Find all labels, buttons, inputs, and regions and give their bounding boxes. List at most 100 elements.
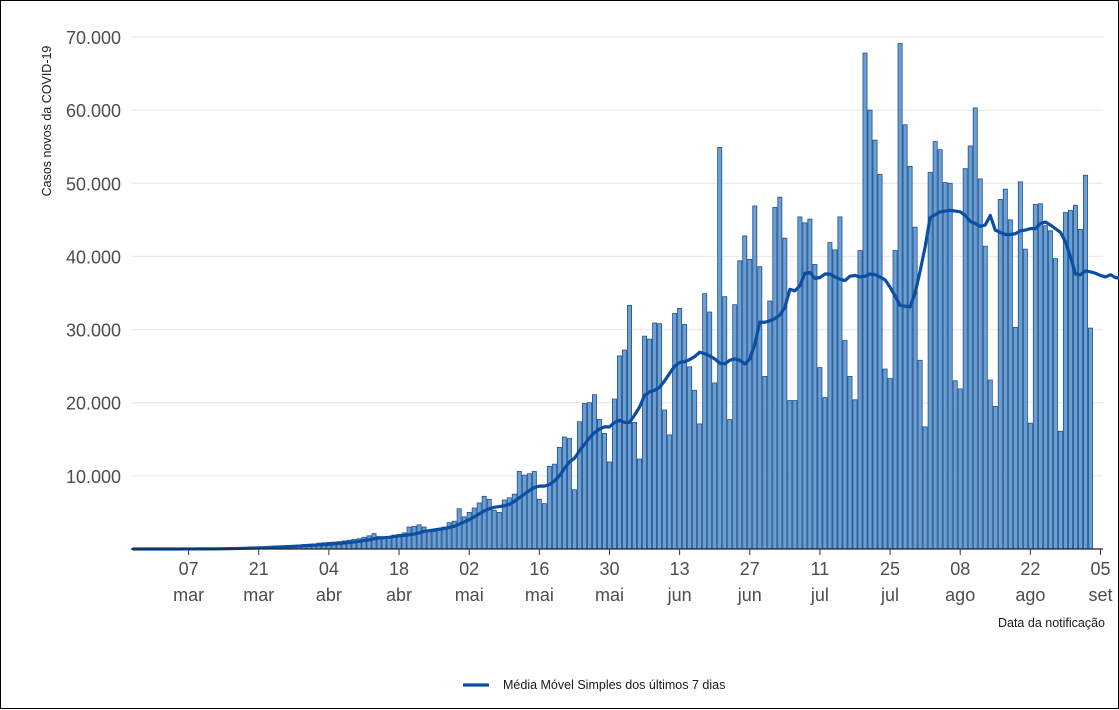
y-axis-ticks: 10.000 20.000 30.000 40.000 50.000 60.000 70.0…	[66, 28, 121, 487]
bar	[747, 258, 753, 550]
bar	[1022, 248, 1028, 550]
bar	[957, 388, 963, 550]
y-tick-label: 20.000	[66, 394, 121, 414]
bar	[697, 423, 703, 550]
bar	[867, 109, 873, 550]
x-tick-month: jul	[810, 585, 829, 605]
bar	[1027, 422, 1033, 550]
bar	[917, 359, 923, 550]
bar	[922, 426, 928, 550]
bar	[792, 400, 798, 550]
y-tick-label: 10.000	[66, 467, 121, 487]
x-tick-month: jun	[737, 585, 762, 605]
bar	[847, 375, 853, 550]
bar	[962, 168, 968, 550]
x-tick-day: 16	[529, 559, 549, 579]
bar	[602, 433, 607, 550]
bar	[1057, 430, 1063, 550]
bar	[817, 367, 823, 550]
bar	[586, 402, 592, 550]
bar	[561, 436, 567, 550]
x-tick-month: abr	[386, 585, 412, 605]
bar	[597, 419, 602, 550]
bar	[381, 537, 387, 550]
bar	[1037, 203, 1043, 550]
bar	[862, 52, 868, 550]
x-tick-month: jun	[667, 585, 692, 605]
x-axis-ticks: 07 mar 21 mar 04 abr 18 abr 02 mai 16 mai 30 mai 13 jun…	[173, 549, 1113, 605]
bar	[657, 323, 663, 550]
bar	[632, 422, 637, 550]
bar	[1083, 174, 1088, 550]
x-tick-month: jul	[880, 585, 899, 605]
bar	[707, 311, 713, 550]
x-tick-day: 22	[1020, 559, 1040, 579]
bar	[687, 366, 693, 550]
bar	[411, 525, 417, 550]
y-tick-label: 70.000	[66, 28, 121, 48]
x-tick-day: 30	[599, 559, 619, 579]
bar	[912, 226, 918, 550]
bar	[581, 403, 587, 550]
x-tick-day: 13	[670, 559, 690, 579]
moving-average-line	[131, 208, 1119, 551]
bar	[1088, 327, 1093, 550]
bar	[481, 495, 487, 550]
x-tick-day: 11	[811, 559, 830, 579]
x-tick-month: ago	[945, 585, 975, 605]
y-tick-label: 60.000	[66, 101, 121, 121]
y-tick-label: 40.000	[66, 247, 121, 267]
bar	[857, 250, 863, 550]
bar	[942, 182, 948, 550]
bar	[406, 526, 412, 550]
bar	[647, 338, 653, 550]
bar	[987, 379, 993, 550]
bar	[1052, 258, 1058, 550]
bar	[431, 531, 437, 550]
bar	[476, 502, 482, 550]
bar	[832, 249, 838, 550]
x-tick-day: 07	[179, 559, 199, 579]
bar	[682, 324, 688, 550]
bar	[717, 147, 723, 550]
y-tick-label: 50.000	[66, 174, 121, 194]
bar	[812, 264, 818, 550]
bar	[1032, 204, 1038, 550]
bar	[677, 307, 683, 550]
bar	[622, 349, 627, 550]
bar	[571, 489, 577, 550]
bar	[762, 375, 768, 550]
bar	[551, 463, 557, 550]
bar	[872, 139, 878, 550]
x-tick-month: mai	[455, 585, 484, 605]
bar	[797, 216, 803, 550]
daily-cases-bars	[181, 43, 1093, 550]
bar	[977, 178, 983, 550]
x-tick-day: 27	[740, 559, 760, 579]
bar	[992, 405, 998, 550]
legend-label-moving-average: Média Móvel Simples dos últimos 7 dias	[503, 678, 725, 692]
x-tick-day: 08	[950, 559, 970, 579]
bar	[1047, 230, 1053, 550]
bar	[576, 421, 582, 550]
bar	[1012, 326, 1018, 550]
x-axis-label: Data da notificação	[998, 616, 1105, 630]
bar	[852, 399, 858, 550]
bar	[882, 368, 888, 550]
x-tick-day: 21	[249, 559, 269, 579]
bar	[722, 296, 728, 550]
bar	[947, 182, 953, 550]
bar	[491, 509, 497, 550]
bar	[702, 293, 708, 550]
bar	[416, 524, 422, 550]
x-tick-day: 04	[319, 559, 339, 579]
x-tick-month: mar	[173, 585, 204, 605]
bar	[752, 205, 758, 550]
bar	[1002, 188, 1008, 550]
bar	[652, 322, 658, 550]
bar	[541, 503, 547, 550]
bar	[842, 340, 848, 550]
x-tick-day: 05	[1090, 559, 1110, 579]
